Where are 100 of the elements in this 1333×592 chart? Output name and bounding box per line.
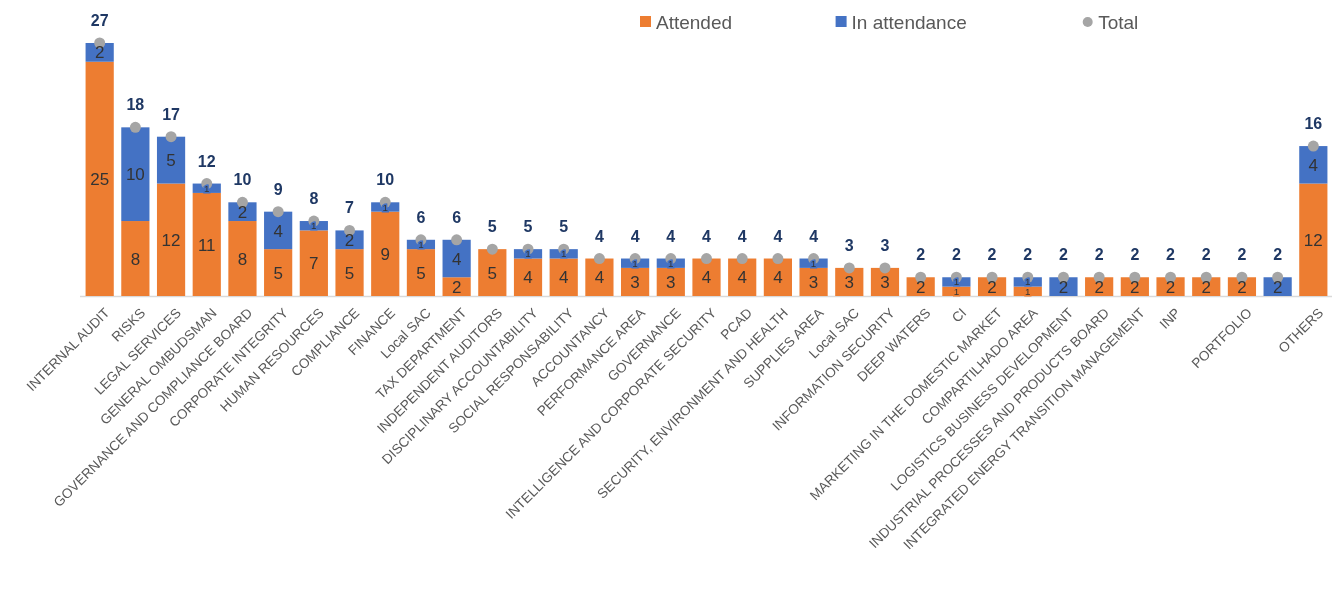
data-label: 5 [273,263,283,283]
data-label: 2 [987,246,997,264]
data-label: 1 [525,248,531,260]
data-label: 1 [418,239,424,250]
data-label: 11 [197,235,216,255]
bar [799,267,828,296]
data-label: 1 [382,201,388,213]
data-label: 2 [1094,246,1104,264]
data-label: 9 [380,244,390,264]
data-label: 27 [90,12,109,29]
point [129,121,141,133]
data-label: 17 [162,105,181,123]
point [879,262,891,274]
bar [692,258,721,296]
data-label: 2 [1023,246,1033,264]
data-label: 5 [344,263,355,283]
bar [121,127,150,222]
bar [1299,146,1328,184]
data-label: 1 [632,257,638,269]
data-label: 4 [630,227,640,245]
point [736,253,748,265]
data-label: 2 [915,277,926,297]
data-label: 2 [344,230,355,250]
data-label: 4 [773,227,783,245]
data-label: 1 [953,276,960,288]
data-label: 4 [809,227,819,245]
data-label: 4 [273,221,283,241]
bar [156,183,186,296]
data-label: 2 [1094,277,1104,297]
x-tick-label: INP [1156,305,1184,332]
data-label: 6 [452,208,462,226]
data-label: 25 [90,169,110,189]
data-label: 5 [559,218,569,236]
data-label: 2 [1130,277,1140,297]
data-label: 1 [204,182,210,194]
data-label: 4 [701,268,712,288]
data-label: 2 [1237,277,1247,297]
data-label: 4 [773,268,783,288]
data-label: 8 [237,249,248,269]
data-label: 8 [130,249,141,269]
bar [335,249,364,296]
data-label: 5 [166,151,176,171]
bar [478,249,507,296]
legend-label: Total [1098,11,1139,33]
data-label: 12 [1303,230,1323,250]
data-label: 2 [1201,246,1211,264]
data-label: 18 [126,96,145,114]
data-label: 2 [1272,277,1283,297]
bar [228,221,257,296]
bar [85,61,114,296]
bar [513,258,543,296]
data-label: 5 [523,218,533,236]
data-label: 3 [666,273,676,293]
data-label: 8 [309,190,319,208]
data-label: 3 [808,273,819,293]
data-label: 12 [197,152,216,170]
data-label: 6 [416,208,426,226]
data-label: 2 [1201,277,1211,297]
point [451,234,463,246]
point [843,262,855,274]
data-label: 4 [594,268,605,288]
data-label: 2 [1166,246,1176,264]
data-label: 10 [376,171,395,189]
data-label: 4 [558,268,569,288]
legend-label: Attended [656,11,733,33]
data-label: 4 [451,249,462,269]
data-label: 2 [1130,246,1140,264]
data-label: 5 [487,263,498,283]
data-label: 2 [1273,246,1283,264]
point [1307,140,1319,152]
data-label: 3 [880,273,890,293]
data-label: 9 [273,180,283,198]
data-label: 1 [1025,285,1031,297]
data-label: 2 [1237,246,1247,264]
data-label: 1 [1025,276,1031,288]
data-label: 2 [1165,277,1176,297]
data-label: 1 [810,257,817,269]
data-label: 1 [560,248,567,260]
data-label: 4 [523,268,533,288]
data-label: 2 [987,277,997,297]
data-label: 2 [951,246,961,264]
data-label: 5 [487,218,497,236]
point [272,206,284,218]
point [701,253,712,265]
data-label: 5 [416,263,426,283]
bar [406,249,436,296]
bar [264,249,293,296]
bar [585,258,614,296]
bar [121,221,150,296]
bar [371,211,400,296]
data-label: 2 [237,202,248,222]
data-label: 3 [630,273,640,293]
data-label: 3 [844,236,854,254]
data-label: 4 [737,268,747,288]
bar [192,192,221,296]
bar [1299,183,1328,296]
point [772,253,784,265]
data-label: 1 [953,285,960,297]
data-label: 3 [880,236,890,254]
data-label: 4 [1308,155,1319,175]
